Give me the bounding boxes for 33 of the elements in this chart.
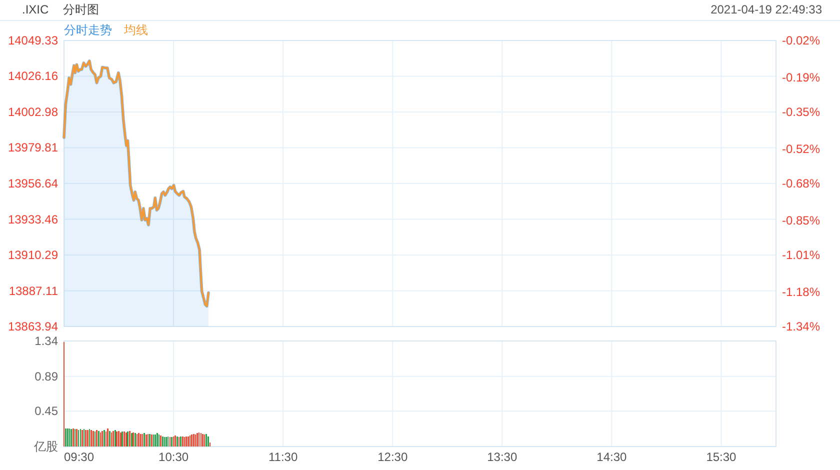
- y2-tick-label: -1.18%: [782, 284, 820, 299]
- y2-tick-label: -0.02%: [782, 34, 820, 48]
- y-tick-label: 0.89: [34, 369, 58, 384]
- y2-tick-label: -1.34%: [782, 320, 820, 334]
- x-tick-label: 15:30: [706, 450, 737, 464]
- y-tick-label: 14026.16: [8, 69, 58, 84]
- y2-tick-label: -0.19%: [782, 70, 820, 84]
- y-tick-label: 1.34: [34, 334, 58, 348]
- text: 2021-04-19 22:49:33: [710, 2, 822, 16]
- y-tick-label: 0.45: [34, 404, 58, 418]
- y-tick-label: 13933.46: [8, 212, 58, 226]
- x-tick-label: 11:30: [268, 450, 298, 464]
- y2-tick-label: -0.35%: [782, 105, 820, 119]
- y-tick-label: 13910.29: [8, 248, 58, 262]
- legend: 分时走势 均线: [64, 23, 148, 37]
- x-tick-label: 10:30: [158, 450, 189, 464]
- y-tick-label: 13887.11: [8, 284, 58, 298]
- y2-tick-label: -0.68%: [782, 176, 820, 190]
- y2-tick-label: -1.01%: [782, 248, 820, 262]
- y-tick-label: 13979.81: [8, 140, 58, 155]
- x-tick-label: 13:30: [487, 450, 518, 464]
- x-tick-label: 14:30: [596, 450, 628, 464]
- x-tick-label: 12:30: [378, 450, 408, 464]
- y-tick-label: 14002.98: [8, 105, 58, 120]
- x-tick-label: 09:30: [64, 450, 94, 464]
- chart-subtitle: 分时图: [63, 2, 99, 16]
- chart-title: .IXIC: [22, 2, 50, 16]
- y2-tick-label: -0.85%: [782, 213, 820, 228]
- y-tick-label: 亿股: [33, 440, 58, 454]
- y-tick-label: 13863.94: [8, 320, 58, 334]
- y-tick-label: 14049.33: [8, 34, 58, 48]
- y2-tick-label: -0.52%: [782, 142, 820, 156]
- y-tick-label: 13956.64: [8, 176, 58, 190]
